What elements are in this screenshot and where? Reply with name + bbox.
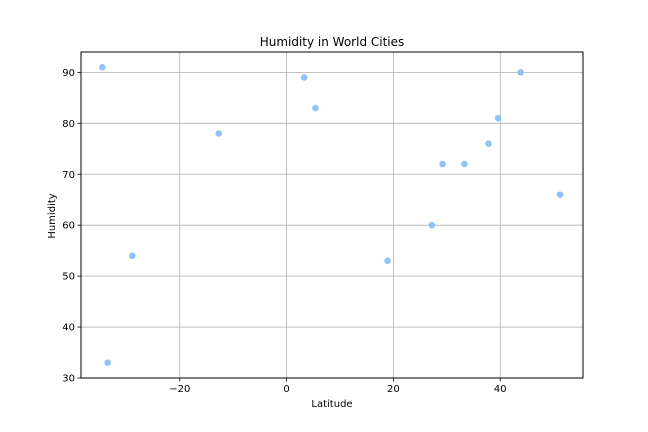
y-tick-label: 90 (62, 68, 75, 79)
data-point (300, 74, 308, 81)
plot-area-frame (80, 51, 584, 379)
x-tick-label: 20 (387, 384, 400, 395)
x-tick-label: 0 (283, 384, 289, 395)
y-tick-label: 30 (62, 374, 75, 385)
data-point (384, 257, 391, 265)
data-point (461, 160, 468, 168)
data-point (517, 69, 524, 76)
data-point (556, 191, 564, 198)
data-point (439, 160, 446, 168)
x-tick-label: −20 (169, 384, 190, 395)
y-tick-label: 40 (62, 323, 75, 334)
y-tick-label: 70 (62, 170, 75, 181)
data-points (99, 63, 564, 367)
y-tick-label: 50 (62, 272, 75, 283)
data-point (428, 221, 436, 229)
data-point (99, 63, 106, 71)
y-tick-label: 80 (62, 119, 75, 130)
data-point (485, 140, 492, 147)
y-tick-label: 60 (62, 221, 75, 232)
data-point (312, 104, 319, 112)
y-axis-label: Humidity (47, 193, 58, 238)
data-point (215, 130, 223, 137)
data-point (494, 114, 502, 122)
data-point (104, 359, 112, 367)
chart-title: Humidity in World Cities (260, 35, 405, 49)
axis-ticks: −20 0 20 40 30 40 50 60 70 80 90 (62, 68, 506, 395)
data-point (128, 252, 136, 260)
x-axis-label: Latitude (311, 399, 352, 410)
x-tick-label: 40 (494, 384, 507, 395)
